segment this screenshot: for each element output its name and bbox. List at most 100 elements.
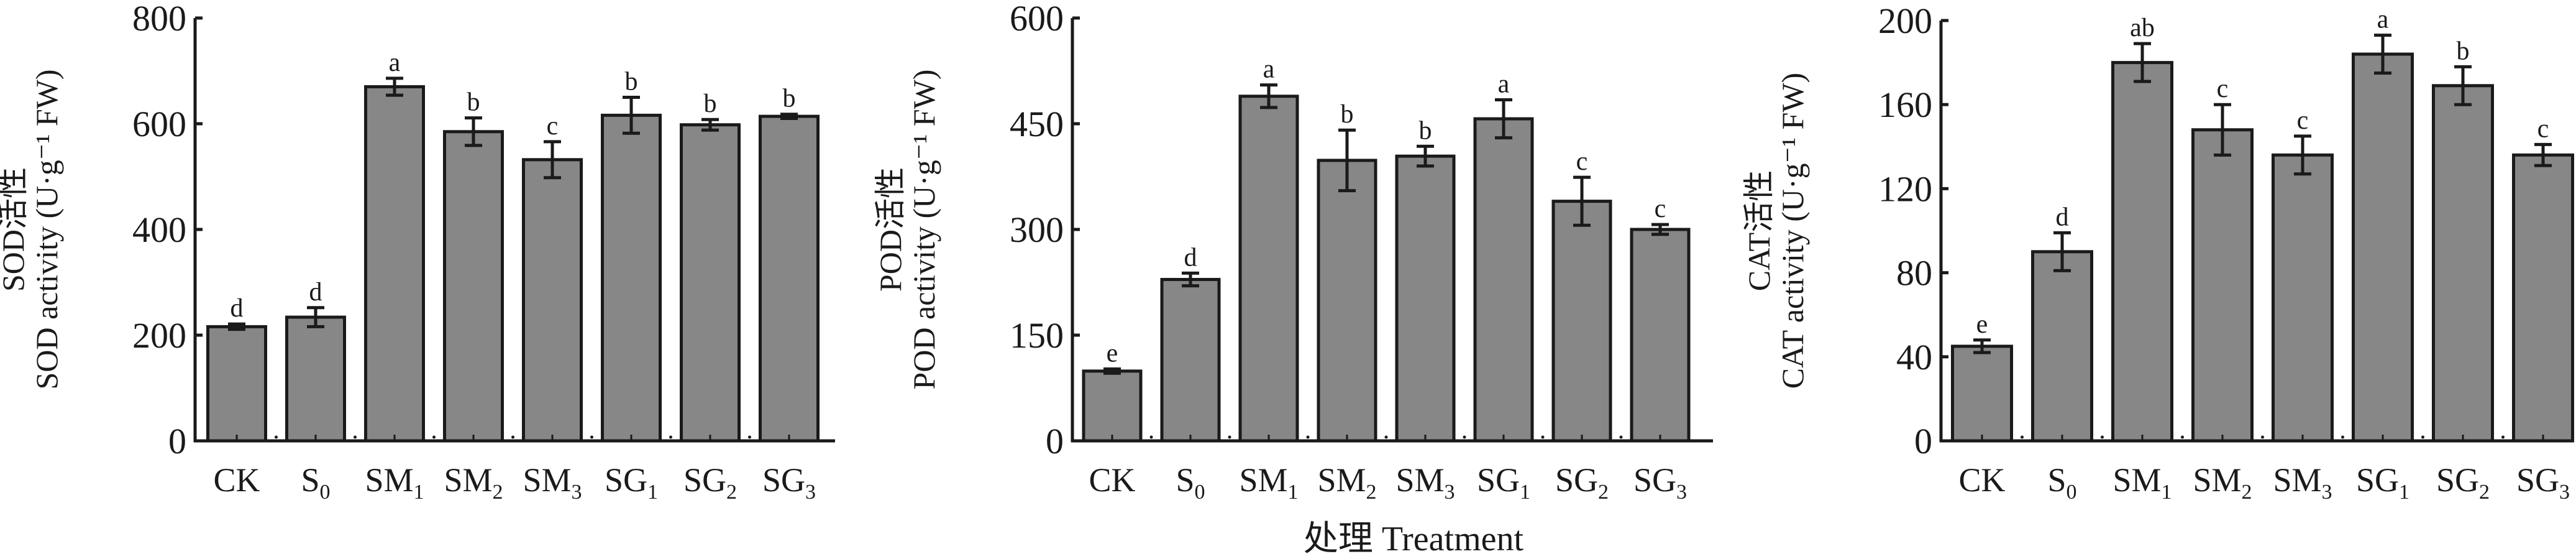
x-minor-tick	[1306, 435, 1310, 439]
bar	[1317, 159, 1377, 443]
bar	[1630, 228, 1691, 443]
x-tick-label: SG3	[1633, 461, 1687, 504]
bar	[364, 85, 425, 443]
x-tick-label: SG1	[605, 461, 658, 504]
x-tick-label: SM2	[444, 461, 503, 504]
x-minor-tick	[432, 435, 436, 439]
x-tick-label: SG1	[1477, 461, 1530, 504]
x-minor-tick	[275, 435, 278, 439]
y-tick-label: 200	[132, 315, 186, 356]
bar	[759, 114, 820, 443]
bar	[285, 315, 346, 443]
x-tick-label: SM1	[365, 461, 424, 504]
significance-letter: c	[2297, 106, 2309, 135]
significance-letter: b	[2457, 37, 2470, 65]
bar	[1473, 117, 1534, 443]
bar	[1551, 200, 1612, 443]
y-tick-label: 160	[1878, 85, 1932, 125]
bar	[1082, 369, 1143, 443]
bar	[1395, 154, 1456, 443]
y-axis-title-cn: SOD活性	[0, 167, 30, 292]
significance-letter: a	[2377, 6, 2389, 34]
x-minor-tick	[1384, 435, 1388, 439]
bar	[443, 130, 504, 443]
significance-letter: d	[309, 278, 322, 307]
x-axis-title: 处理 Treatment	[1304, 520, 1524, 558]
significance-letter: b	[704, 90, 717, 118]
x-tick-label: S0	[2047, 461, 2076, 504]
significance-letter: c	[1655, 195, 1666, 223]
x-minor-tick	[2261, 435, 2264, 439]
bar	[1238, 95, 1299, 443]
y-tick-label: 200	[1878, 1, 1932, 41]
x-tick-label: SM3	[1395, 461, 1455, 504]
x-tick-label: SM2	[1317, 461, 1376, 504]
x-tick-label: SM1	[2112, 461, 2172, 504]
x-minor-tick	[2341, 435, 2344, 439]
bar	[2432, 84, 2494, 443]
x-minor-tick	[1619, 435, 1623, 439]
significance-letter: c	[2537, 114, 2549, 143]
significance-letter: e	[1976, 310, 1988, 339]
significance-letter: b	[783, 85, 796, 113]
y-tick-label: 150	[1010, 315, 1064, 356]
bar	[2352, 52, 2414, 443]
y-tick-label: 0	[1914, 421, 1932, 461]
bar	[2111, 61, 2173, 443]
y-tick-label: 40	[1896, 337, 1932, 377]
x-tick-label: S0	[1176, 461, 1205, 504]
significance-letter: b	[625, 68, 638, 96]
x-tick-label: SM3	[523, 461, 582, 504]
x-tick-label: S0	[301, 461, 330, 504]
x-minor-tick	[2101, 435, 2104, 439]
x-tick-label: SM2	[2193, 461, 2252, 504]
x-tick-label: CK	[213, 461, 260, 499]
x-minor-tick	[1463, 435, 1466, 439]
y-tick-label: 120	[1878, 169, 1932, 209]
y-tick-label: 450	[1010, 104, 1064, 144]
bar	[1160, 277, 1221, 443]
significance-letter: d	[2056, 203, 2069, 231]
significance-letter: e	[1107, 339, 1118, 367]
y-tick-label: 400	[132, 210, 186, 250]
significance-letter: a	[389, 49, 401, 77]
bar	[206, 325, 267, 443]
y-tick-label: 80	[1896, 253, 1932, 293]
x-tick-label: CK	[1089, 461, 1135, 499]
x-tick-label: SG2	[683, 461, 737, 504]
significance-letter: a	[1498, 70, 1510, 98]
y-axis-title-en: POD activity (U·g⁻¹ FW)	[907, 70, 941, 390]
x-minor-tick	[2421, 435, 2424, 439]
y-tick-label: 600	[132, 104, 186, 144]
significance-letter: ab	[2130, 14, 2155, 42]
x-tick-label: SG2	[1555, 461, 1609, 504]
x-tick-label: CK	[1958, 461, 2005, 499]
x-minor-tick	[354, 435, 357, 439]
y-tick-label: 800	[132, 0, 186, 39]
x-minor-tick	[1228, 435, 1231, 439]
x-minor-tick	[669, 435, 672, 439]
bar	[2512, 153, 2574, 443]
y-tick-label: 300	[1010, 210, 1064, 250]
y-tick-label: 600	[1010, 0, 1064, 39]
significance-letter: c	[547, 112, 559, 141]
y-axis-title-en: SOD activity (U·g⁻¹ FW)	[29, 70, 64, 390]
x-minor-tick	[2501, 435, 2505, 439]
x-tick-label: SG1	[2356, 461, 2409, 504]
x-minor-tick	[1541, 435, 1545, 439]
x-tick-label: SM3	[2273, 461, 2332, 504]
x-minor-tick	[2181, 435, 2184, 439]
y-axis-title-en: CAT activity (U·g⁻¹ FW)	[1775, 73, 1810, 389]
y-axis-title-cn: CAT活性	[1742, 170, 1776, 291]
x-tick-label: SG2	[2436, 461, 2490, 504]
y-tick-label: 0	[168, 421, 186, 461]
significance-letter: b	[467, 88, 480, 117]
x-minor-tick	[2021, 435, 2024, 439]
x-minor-tick	[1149, 435, 1153, 439]
x-minor-tick	[511, 435, 514, 439]
significance-letter: a	[1263, 55, 1275, 84]
